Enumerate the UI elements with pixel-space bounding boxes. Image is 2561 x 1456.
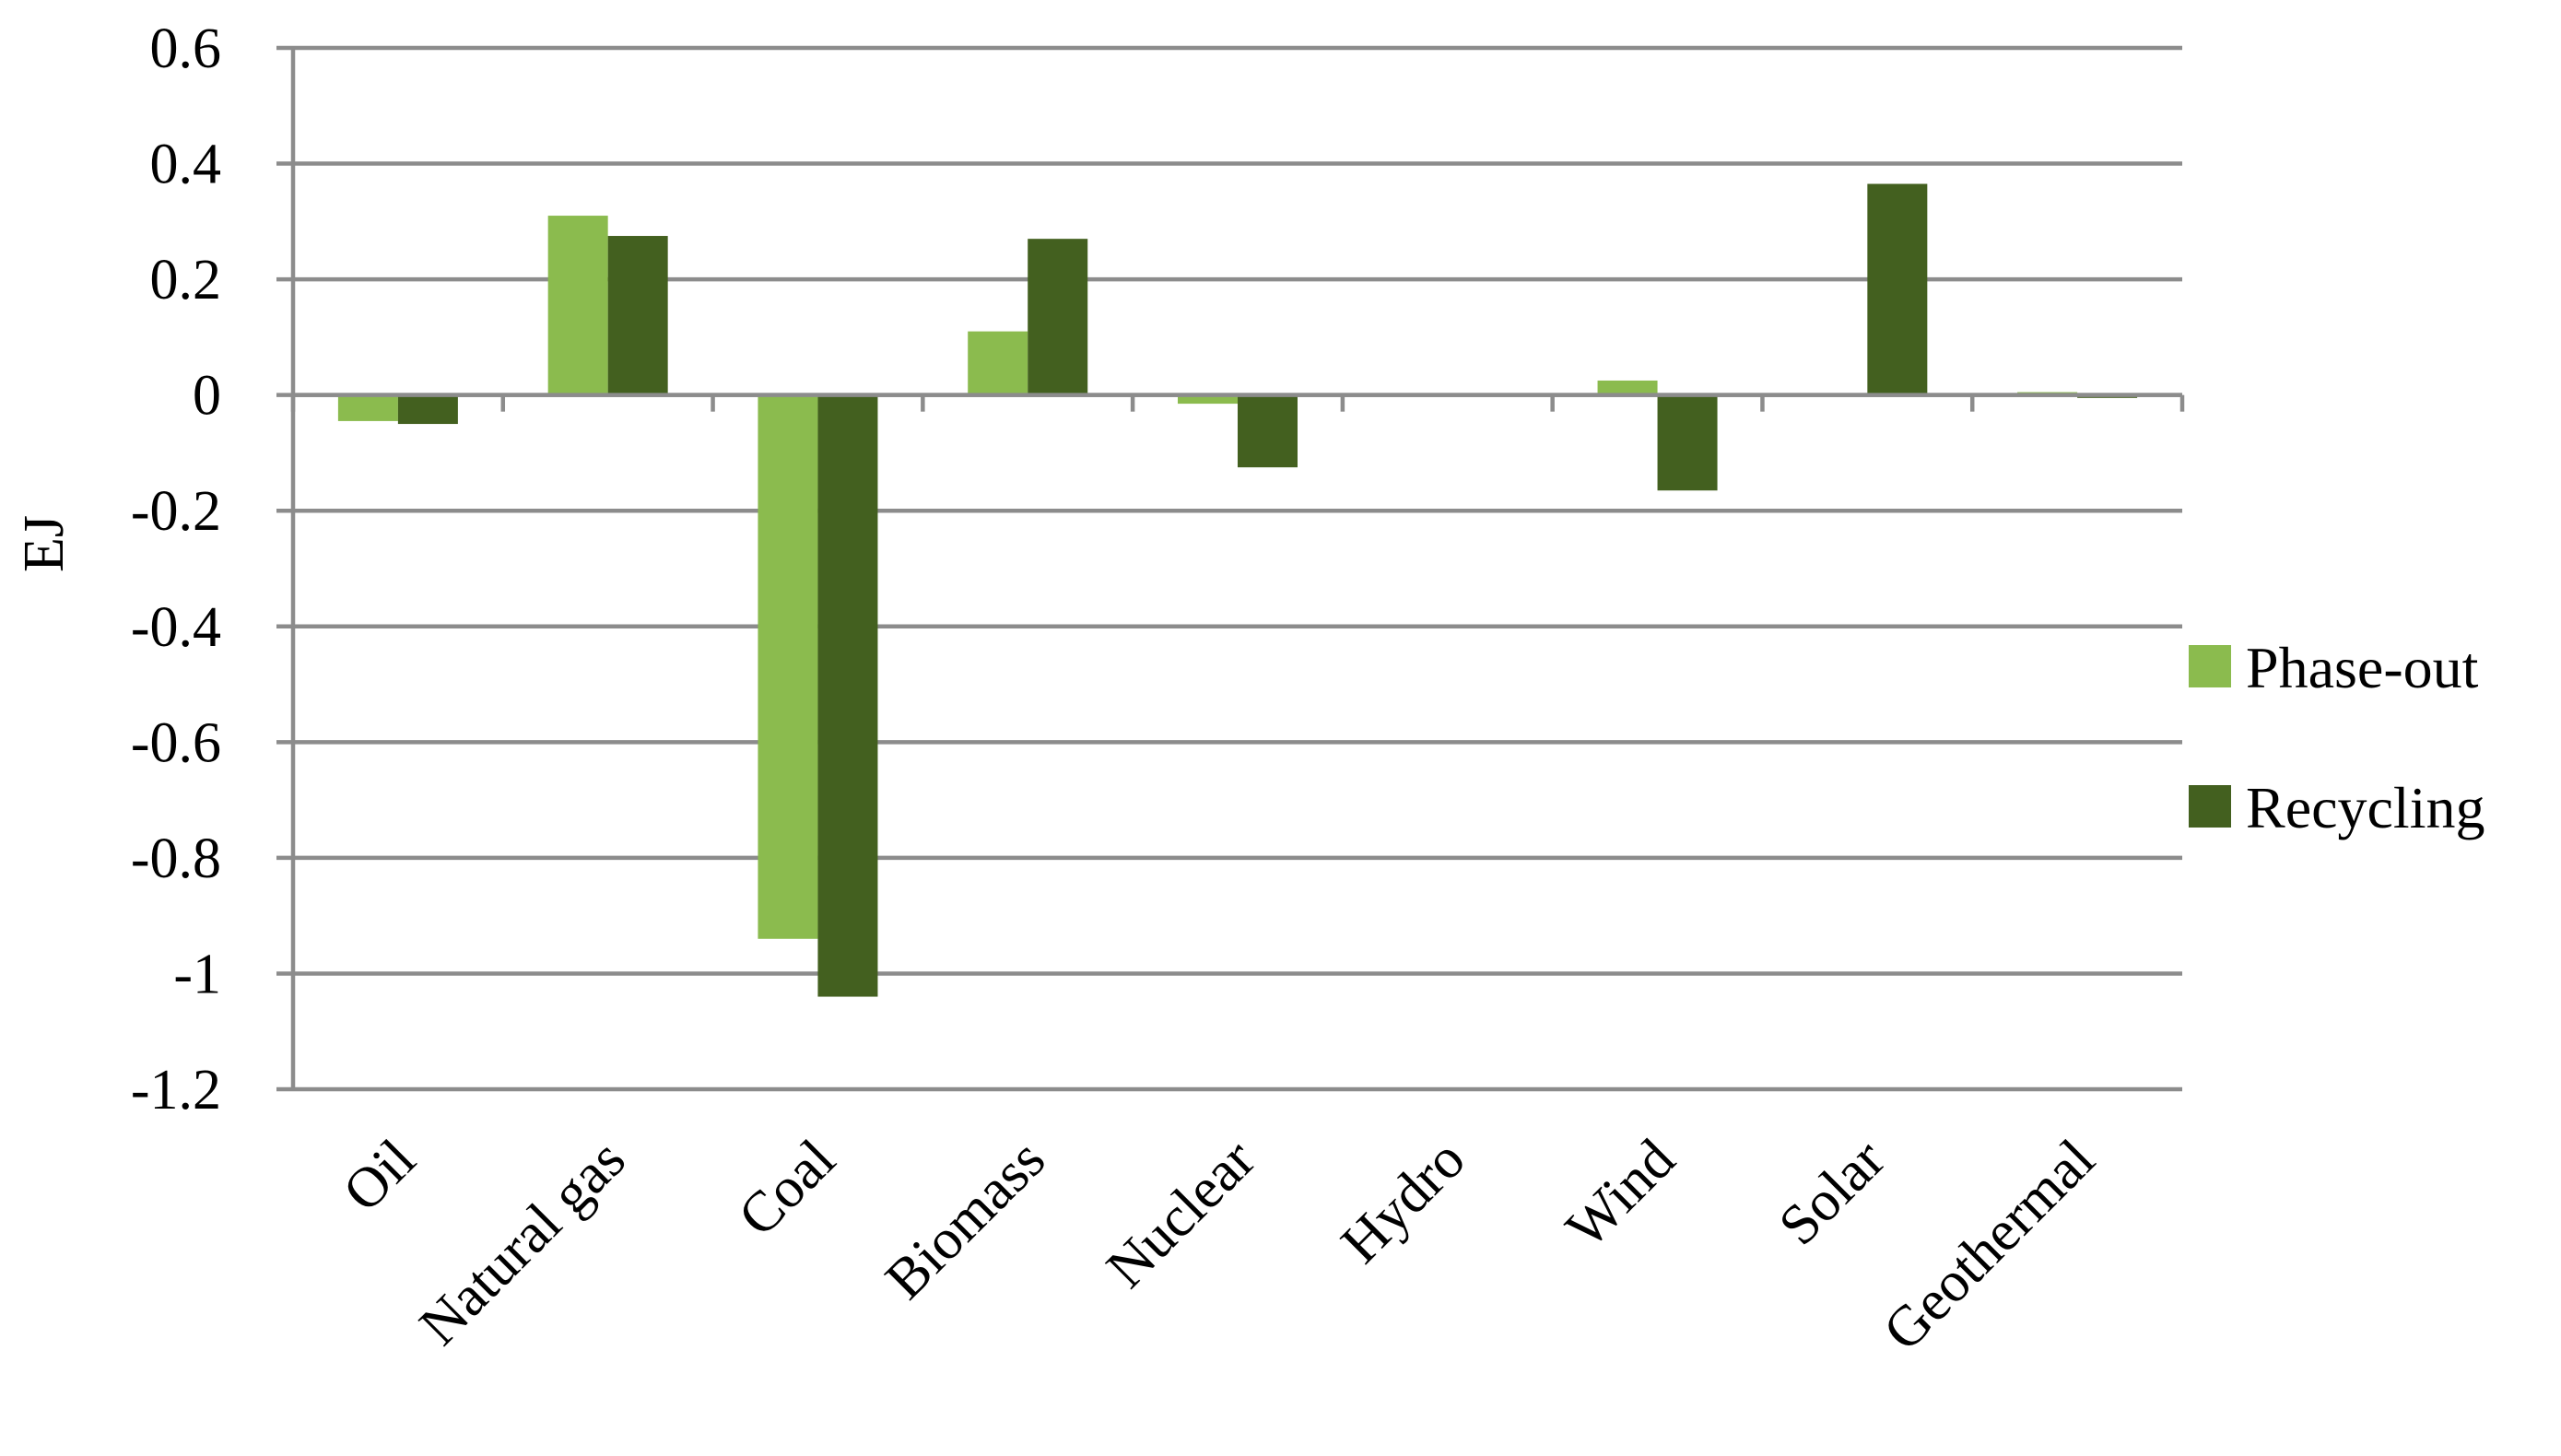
bar-recycling-oil: [397, 394, 458, 425]
y-tick-labels: 0.6 0.4 0.2 0 -0.2 -0.4 -0.6 -0.8 -1 -1.2: [131, 18, 221, 1121]
bar-phase-out-natural-gas: [547, 216, 608, 395]
x-category-label: Biomass: [874, 1128, 1057, 1311]
y-axis-title: EJ: [13, 515, 76, 572]
bars: [337, 183, 2138, 997]
legend-label: Phase-out: [2246, 635, 2479, 700]
y-tick-label: 0: [193, 365, 221, 428]
bar-recycling-wind: [1657, 394, 1718, 491]
bar-recycling-solar: [1867, 183, 1928, 395]
y-tick-label: -1: [173, 943, 221, 1005]
bar-phase-out-wind: [1597, 380, 1658, 395]
y-tick-label: -0.2: [131, 480, 221, 543]
bar-recycling-biomass: [1028, 239, 1088, 395]
x-category-label: Natural gas: [408, 1128, 638, 1357]
bar-recycling-coal: [817, 394, 878, 997]
x-category-label: Hydro: [1330, 1128, 1477, 1275]
bar-recycling-natural-gas: [607, 236, 668, 395]
bar-recycling-nuclear: [1238, 394, 1298, 468]
y-tick-label: 0.6: [150, 18, 222, 80]
legend-label: Recycling: [2246, 775, 2485, 840]
bar-phase-out-oil: [337, 394, 398, 421]
legend-swatch: [2189, 785, 2231, 828]
x-category-label: Wind: [1555, 1128, 1687, 1261]
bar-phase-out-nuclear: [1178, 394, 1238, 405]
legend: Phase-out Recycling: [2189, 635, 2485, 840]
y-tick-label: 0.2: [150, 249, 222, 311]
bar-phase-out-biomass: [968, 331, 1028, 395]
y-tick-label: -0.8: [131, 828, 221, 890]
legend-swatch: [2189, 645, 2231, 687]
y-tick-label: -1.2: [131, 1059, 221, 1121]
x-category-label: Nuclear: [1095, 1128, 1267, 1300]
x-category-label: Solar: [1768, 1128, 1897, 1258]
bar-phase-out-coal: [758, 394, 818, 939]
y-tick-label: -0.4: [131, 596, 221, 659]
x-category-label: Oil: [332, 1128, 428, 1224]
gridlines: [276, 45, 2182, 1092]
axes: [290, 48, 2185, 1089]
y-tick-label: 0.4: [150, 134, 222, 196]
y-tick-label: -0.6: [131, 711, 221, 774]
x-category-label: Geothermal: [1872, 1128, 2107, 1363]
x-category-label: Coal: [726, 1128, 847, 1249]
